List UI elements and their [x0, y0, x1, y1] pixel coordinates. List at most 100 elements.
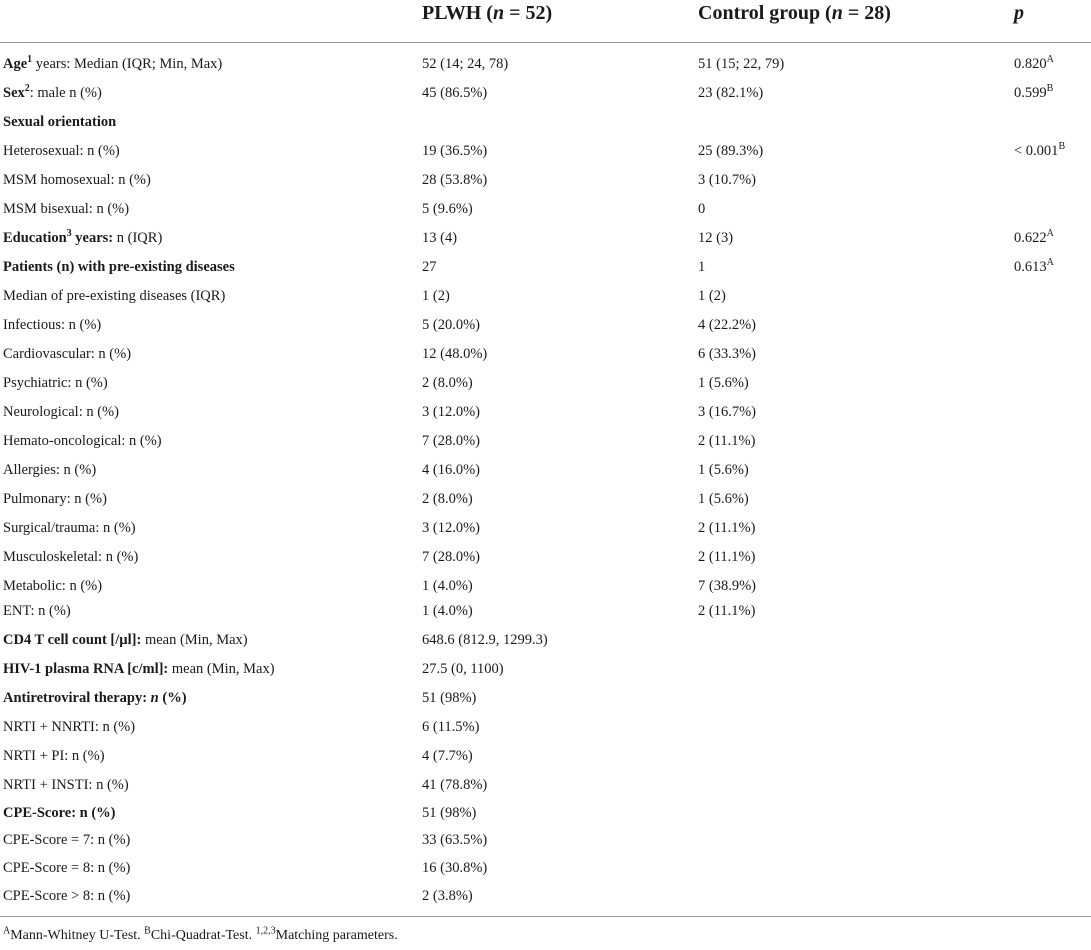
table-row-hiv-rna: HIV-1 plasma RNA [c/ml]: mean (Min, Max)…	[0, 656, 1091, 685]
plwh-value: 33 (63.5%)	[422, 832, 488, 848]
row-label: ENT: n (%)	[3, 603, 71, 619]
control-value: 23 (82.1%)	[698, 85, 764, 101]
plwh-value: 2 (8.0%)	[422, 491, 473, 507]
table-row-metabolic: Metabolic: n (%) 1 (4.0%) 7 (38.9%)	[0, 573, 1091, 602]
control-value: 2 (11.1%)	[698, 433, 756, 449]
plwh-value: 45 (86.5%)	[422, 85, 488, 101]
plwh-value: 3 (12.0%)	[422, 520, 480, 536]
control-value: 1 (5.6%)	[698, 491, 749, 507]
control-value: 3 (10.7%)	[698, 172, 756, 188]
row-label: HIV-1 plasma RNA [c/ml]: mean (Min, Max)	[3, 661, 275, 677]
table-row-pulmonary: Pulmonary: n (%) 2 (8.0%) 1 (5.6%)	[0, 486, 1091, 515]
row-label: Pulmonary: n (%)	[3, 491, 107, 507]
row-label: Allergies: n (%)	[3, 462, 97, 478]
plwh-value: 28 (53.8%)	[422, 172, 488, 188]
table-row-allergies: Allergies: n (%) 4 (16.0%) 1 (5.6%)	[0, 457, 1091, 486]
table-row-age: Age1 years: Median (IQR; Min, Max) 52 (1…	[0, 51, 1091, 80]
plwh-value: 5 (20.0%)	[422, 317, 480, 333]
plwh-value: 3 (12.0%)	[422, 404, 480, 420]
plwh-value: 5 (9.6%)	[422, 201, 473, 217]
control-value: 3 (16.7%)	[698, 404, 756, 420]
table-row-surgical-trauma: Surgical/trauma: n (%) 3 (12.0%) 2 (11.1…	[0, 515, 1091, 544]
row-label: Median of pre-existing diseases (IQR)	[3, 288, 226, 304]
header-plwh: PLWH (n = 52)	[422, 2, 553, 24]
p-value: 0.622A	[1014, 228, 1054, 246]
table-row-heterosexual: Heterosexual: n (%) 19 (36.5%) 25 (89.3%…	[0, 138, 1091, 167]
row-label: CPE-Score: n (%)	[3, 805, 116, 821]
plwh-value: 51 (98%)	[422, 805, 477, 821]
table-row-musculoskeletal: Musculoskeletal: n (%) 7 (28.0%) 2 (11.1…	[0, 544, 1091, 573]
plwh-value: 2 (8.0%)	[422, 375, 473, 391]
plwh-value: 27.5 (0, 1100)	[422, 661, 504, 677]
row-label: NRTI + INSTI: n (%)	[3, 777, 129, 793]
control-value: 7 (38.9%)	[698, 578, 756, 594]
row-label: Musculoskeletal: n (%)	[3, 549, 139, 565]
p-value: 0.613A	[1014, 257, 1054, 275]
plwh-value: 4 (7.7%)	[422, 748, 473, 764]
plwh-value: 648.6 (812.9, 1299.3)	[422, 632, 548, 648]
table-row-cpe-7: CPE-Score = 7: n (%) 33 (63.5%)	[0, 827, 1091, 856]
plwh-value: 27	[422, 259, 437, 275]
plwh-value: 1 (4.0%)	[422, 578, 473, 594]
control-value: 1	[698, 259, 706, 275]
plwh-value: 4 (16.0%)	[422, 462, 480, 478]
table-footnote: AMann-Whitney U-Test. BChi-Quadrat-Test.…	[3, 925, 398, 943]
row-label: Psychiatric: n (%)	[3, 375, 108, 391]
control-value: 1 (5.6%)	[698, 462, 749, 478]
row-label: Antiretroviral therapy: n (%)	[3, 690, 187, 706]
table-row-sexual-orientation: Sexual orientation	[0, 109, 1091, 138]
table-row-psychiatric: Psychiatric: n (%) 2 (8.0%) 1 (5.6%)	[0, 370, 1091, 399]
row-label: Heterosexual: n (%)	[3, 143, 120, 159]
control-value: 4 (22.2%)	[698, 317, 756, 333]
control-value: 2 (11.1%)	[698, 603, 756, 619]
table-row-education: Education3 years: n (IQR) 13 (4) 12 (3) …	[0, 225, 1091, 254]
header-p: p	[1014, 2, 1024, 24]
control-value: 2 (11.1%)	[698, 549, 756, 565]
plwh-value: 1 (2)	[422, 288, 450, 304]
table-row-sex: Sex2: male n (%) 45 (86.5%) 23 (82.1%) 0…	[0, 80, 1091, 109]
plwh-value: 2 (3.8%)	[422, 888, 473, 904]
plwh-value: 12 (48.0%)	[422, 346, 488, 362]
row-label: CPE-Score > 8: n (%)	[3, 888, 131, 904]
control-value: 6 (33.3%)	[698, 346, 756, 362]
p-value: 0.599B	[1014, 83, 1054, 101]
row-label: Sex2: male n (%)	[3, 83, 102, 101]
table-row-msm-bisexual: MSM bisexual: n (%) 5 (9.6%) 0	[0, 196, 1091, 225]
table-row-median-preexisting: Median of pre-existing diseases (IQR) 1 …	[0, 283, 1091, 312]
header-control-group: Control group (n = 28)	[698, 2, 891, 24]
plwh-value: 16 (30.8%)	[422, 860, 488, 876]
table-row-cpe-8: CPE-Score = 8: n (%) 16 (30.8%)	[0, 855, 1091, 884]
table-row-infectious: Infectious: n (%) 5 (20.0%) 4 (22.2%)	[0, 312, 1091, 341]
row-label: Surgical/trauma: n (%)	[3, 520, 136, 536]
plwh-value: 51 (98%)	[422, 690, 477, 706]
table-row-neurological: Neurological: n (%) 3 (12.0%) 3 (16.7%)	[0, 399, 1091, 428]
plwh-value: 7 (28.0%)	[422, 549, 480, 565]
row-label: NRTI + NNRTI: n (%)	[3, 719, 136, 735]
table-row-msm-homosexual: MSM homosexual: n (%) 28 (53.8%) 3 (10.7…	[0, 167, 1091, 196]
row-label: Metabolic: n (%)	[3, 578, 103, 594]
table-row-nrti-nnrti: NRTI + NNRTI: n (%) 6 (11.5%)	[0, 714, 1091, 743]
plwh-value: 7 (28.0%)	[422, 433, 480, 449]
row-label: MSM homosexual: n (%)	[3, 172, 151, 188]
table-row-nrti-insti: NRTI + INSTI: n (%) 41 (78.8%)	[0, 772, 1091, 801]
control-value: 0	[698, 201, 706, 217]
control-value: 1 (2)	[698, 288, 726, 304]
row-label: CPE-Score = 8: n (%)	[3, 860, 131, 876]
table-row-cpe-score: CPE-Score: n (%) 51 (98%)	[0, 800, 1091, 829]
table-row-cd4-count: CD4 T cell count [/µl]: mean (Min, Max) …	[0, 627, 1091, 656]
control-value: 12 (3)	[698, 230, 734, 246]
row-label: CPE-Score = 7: n (%)	[3, 832, 131, 848]
plwh-value: 19 (36.5%)	[422, 143, 488, 159]
plwh-value: 1 (4.0%)	[422, 603, 473, 619]
table-row-ent: ENT: n (%) 1 (4.0%) 2 (11.1%)	[0, 598, 1091, 627]
row-label: Age1 years: Median (IQR; Min, Max)	[3, 54, 223, 72]
row-label: NRTI + PI: n (%)	[3, 748, 105, 764]
table-row-art: Antiretroviral therapy: n (%) 51 (98%)	[0, 685, 1091, 714]
plwh-value: 6 (11.5%)	[422, 719, 480, 735]
row-label: Neurological: n (%)	[3, 404, 119, 420]
plwh-value: 41 (78.8%)	[422, 777, 488, 793]
row-label: Patients (n) with pre-existing diseases	[3, 259, 235, 275]
control-value: 2 (11.1%)	[698, 520, 756, 536]
p-value: < 0.001B	[1014, 141, 1066, 159]
control-value: 25 (89.3%)	[698, 143, 764, 159]
